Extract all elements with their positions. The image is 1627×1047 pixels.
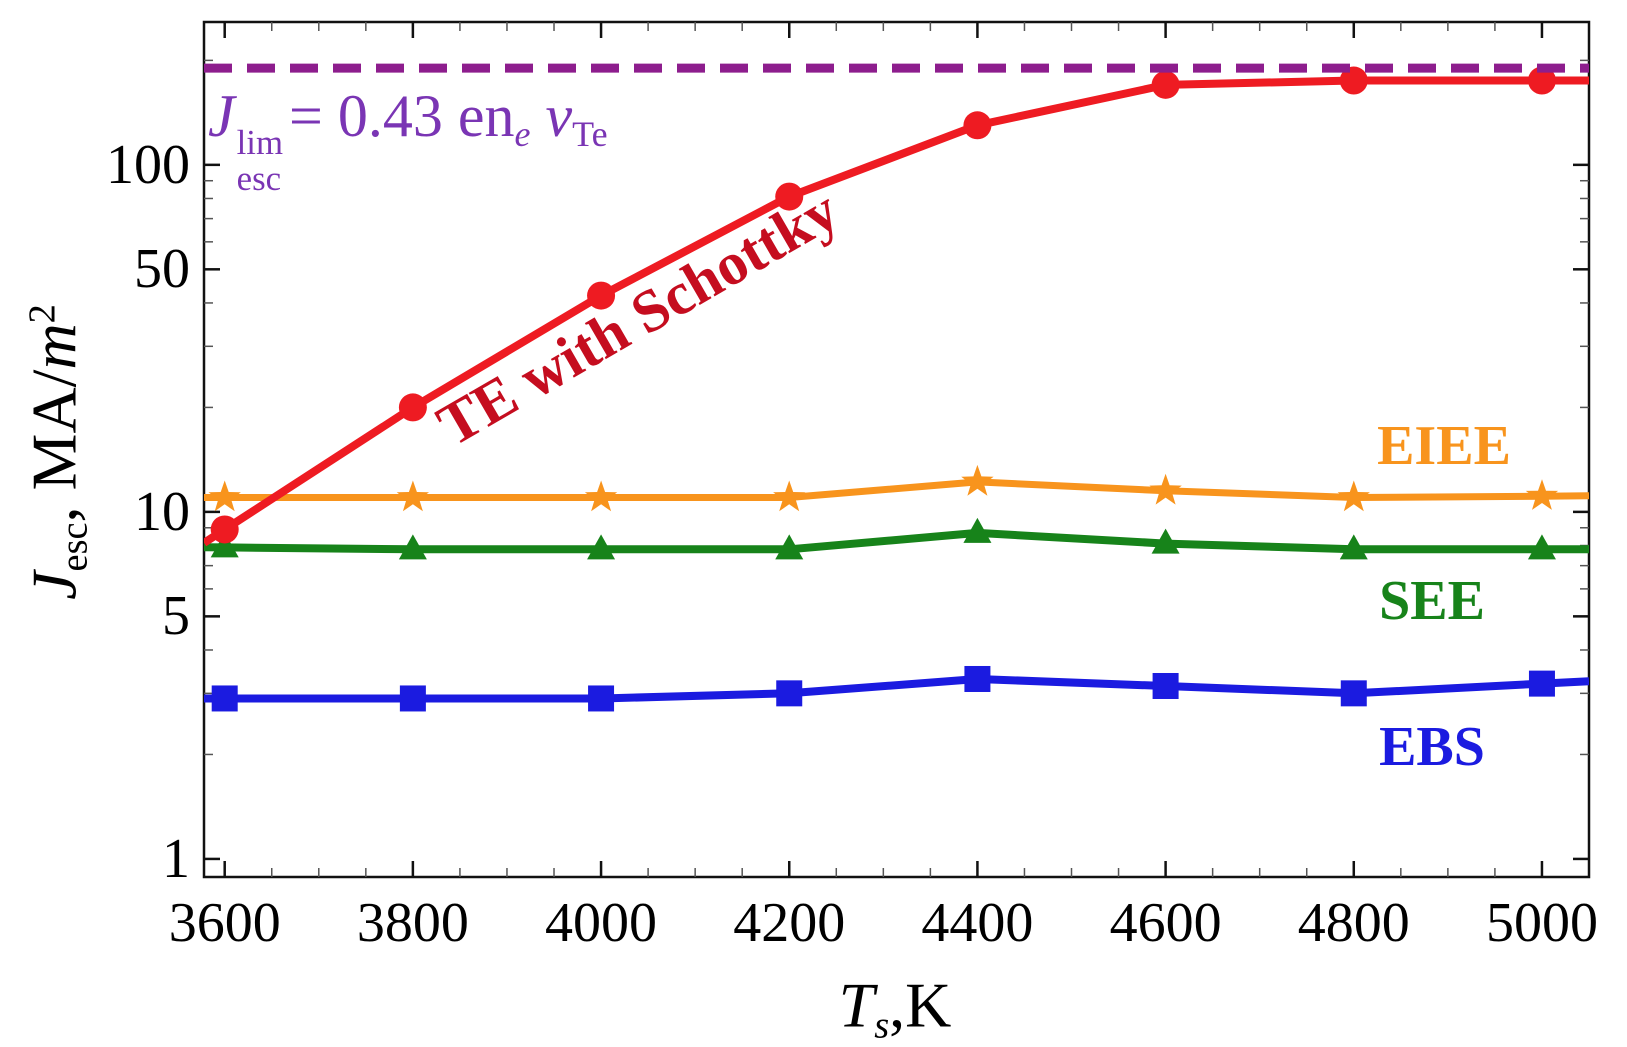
marker-square bbox=[1528, 670, 1555, 697]
marker-square bbox=[776, 680, 803, 707]
formula-subscript: esc bbox=[236, 158, 282, 198]
y-tick-label: 5 bbox=[162, 585, 190, 648]
x-tick-label: 5000 bbox=[1485, 892, 1598, 954]
series-see bbox=[204, 517, 1589, 560]
y-axis-title: Jesc, MA/m2 bbox=[18, 304, 97, 600]
marker-triangle bbox=[210, 532, 239, 558]
plot-frame bbox=[202, 20, 1591, 879]
y-title-unit-symbol: m bbox=[18, 323, 90, 370]
marker-circle bbox=[1527, 66, 1556, 95]
x-tick-label: 3800 bbox=[356, 892, 469, 954]
x-tick-label: 4200 bbox=[733, 892, 846, 954]
y-tick-label: 1 bbox=[162, 827, 190, 890]
x-tick-label: 4400 bbox=[921, 892, 1034, 954]
formula-electron-sub: e bbox=[514, 114, 531, 155]
curve-label-ebs: EBS bbox=[1379, 716, 1485, 778]
series-ebs bbox=[204, 665, 1589, 712]
formula-equals: = 0.43 en bbox=[289, 83, 515, 149]
marker-star bbox=[1337, 480, 1370, 512]
marker-star bbox=[584, 480, 618, 512]
marker-circle bbox=[398, 393, 427, 422]
y-tick-label: 50 bbox=[134, 238, 190, 301]
curve-label-see: SEE bbox=[1379, 570, 1485, 632]
y-tick-label: 10 bbox=[134, 480, 190, 543]
series-eiee bbox=[204, 464, 1589, 512]
marker-square bbox=[211, 685, 238, 712]
marker-triangle bbox=[398, 534, 427, 560]
marker-triangle bbox=[1339, 534, 1368, 560]
marker-star bbox=[396, 480, 429, 512]
formula-current-symbol: J bbox=[208, 83, 235, 149]
x-title-unit: ,K bbox=[889, 969, 952, 1041]
marker-square bbox=[1152, 672, 1179, 699]
x-tick-label: 3600 bbox=[168, 892, 281, 954]
marker-triangle bbox=[775, 534, 804, 560]
series-ebs-line bbox=[204, 675, 1589, 703]
y-title-superscript: 2 bbox=[21, 304, 64, 324]
x-title-subscript: s bbox=[874, 1004, 890, 1047]
series-see-line bbox=[204, 528, 1589, 554]
x-title-symbol: T bbox=[838, 969, 875, 1041]
marker-circle bbox=[1339, 66, 1368, 95]
formula-superscript: lim bbox=[236, 123, 284, 163]
marker-circle bbox=[775, 182, 804, 211]
marker-triangle bbox=[963, 517, 992, 543]
formula-velocity-sub: Te bbox=[572, 114, 608, 155]
marker-square bbox=[588, 685, 615, 712]
y-tick-label: 100 bbox=[106, 133, 190, 196]
marker-square bbox=[399, 685, 426, 712]
marker-circle bbox=[963, 111, 992, 140]
series-eiee-line bbox=[204, 478, 1589, 501]
curve-label-eiee: EIEE bbox=[1377, 415, 1511, 477]
x-axis-title: Ts,K bbox=[839, 969, 952, 1047]
formula-supsub: lim esc bbox=[237, 125, 283, 196]
marker-triangle bbox=[1151, 528, 1180, 554]
marker-square bbox=[1340, 680, 1367, 707]
formula-space bbox=[531, 83, 546, 149]
formula-velocity-symbol: v bbox=[545, 83, 573, 149]
marker-circle bbox=[210, 515, 239, 544]
marker-triangle bbox=[1527, 534, 1556, 560]
marker-star bbox=[961, 464, 994, 496]
marker-circle bbox=[1151, 70, 1180, 99]
marker-circle bbox=[587, 281, 616, 310]
series-te-with-schottky bbox=[204, 66, 1589, 547]
x-tick-label: 4800 bbox=[1297, 892, 1410, 954]
marker-square bbox=[964, 665, 991, 692]
x-tick-label: 4600 bbox=[1109, 892, 1222, 954]
series-te-with-schottky-line bbox=[204, 76, 1589, 547]
x-tick-label: 4000 bbox=[545, 892, 658, 954]
marker-triangle bbox=[587, 534, 616, 560]
marker-star bbox=[773, 480, 806, 512]
marker-star bbox=[1525, 479, 1559, 510]
axis-ticks bbox=[204, 22, 1589, 877]
marker-star bbox=[208, 480, 241, 512]
marker-star bbox=[1149, 473, 1182, 505]
